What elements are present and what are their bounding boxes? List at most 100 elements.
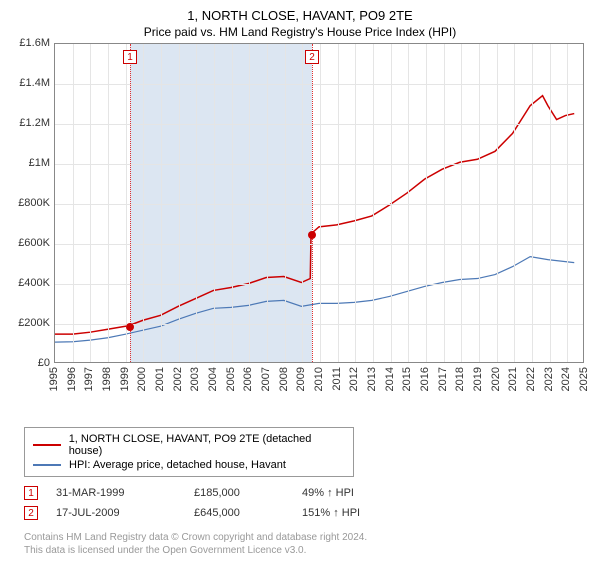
legend-label: HPI: Average price, detached house, Hava…	[69, 459, 286, 471]
reference-line	[312, 44, 313, 362]
x-tick-label: 1995	[48, 367, 60, 391]
gridline-vertical	[179, 44, 180, 362]
x-tick-label: 2015	[401, 367, 413, 391]
gridline-vertical	[567, 44, 568, 362]
data-point-row: 2 17-JUL-2009 £645,000 151% ↑ HPI	[24, 503, 592, 523]
gridline-vertical	[196, 44, 197, 362]
data-points-table: 131-MAR-1999£185,00049% ↑ HPI217-JUL-200…	[24, 483, 592, 523]
data-point-pct: 49% ↑ HPI	[302, 487, 402, 499]
x-tick-label: 2020	[490, 367, 502, 391]
gridline-vertical	[232, 44, 233, 362]
x-tick-label: 2010	[313, 367, 325, 391]
gridline-vertical	[461, 44, 462, 362]
gridline-vertical	[497, 44, 498, 362]
x-axis-labels: 1995199619971998199920002001200220032004…	[54, 365, 584, 423]
y-tick-label: £600K	[18, 237, 50, 249]
data-point-pct: 151% ↑ HPI	[302, 507, 402, 519]
gridline-vertical	[143, 44, 144, 362]
gridline-vertical	[90, 44, 91, 362]
data-point-date: 17-JUL-2009	[56, 507, 176, 519]
data-point-row: 131-MAR-1999£185,00049% ↑ HPI	[24, 483, 592, 503]
x-tick-label: 2007	[260, 367, 272, 391]
gridline-vertical	[320, 44, 321, 362]
gridline-vertical	[73, 44, 74, 362]
x-tick-label: 2016	[419, 367, 431, 391]
x-tick-label: 2003	[189, 367, 201, 391]
x-tick-label: 2008	[278, 367, 290, 391]
x-tick-label: 2005	[225, 367, 237, 391]
x-tick-label: 2022	[525, 367, 537, 391]
chart-subtitle: Price paid vs. HM Land Registry's House …	[8, 25, 592, 39]
legend-swatch	[33, 444, 61, 446]
gridline-horizontal	[55, 164, 583, 165]
x-tick-label: 2000	[136, 367, 148, 391]
reference-badge: 1	[123, 50, 137, 64]
gridline-vertical	[338, 44, 339, 362]
y-tick-label: £1M	[29, 157, 50, 169]
gridline-horizontal	[55, 204, 583, 205]
gridline-vertical	[391, 44, 392, 362]
gridline-vertical	[532, 44, 533, 362]
legend-row: 1, NORTH CLOSE, HAVANT, PO9 2TE (detache…	[33, 432, 345, 458]
x-tick-label: 2025	[578, 367, 590, 391]
x-tick-label: 2017	[437, 367, 449, 391]
y-axis-labels: £0£200K£400K£600K£800K£1M£1.2M£1.4M£1.6M	[8, 43, 54, 363]
reference-line	[130, 44, 131, 362]
x-tick-label: 2001	[154, 367, 166, 391]
x-tick-label: 1999	[119, 367, 131, 391]
footer-line1: Contains HM Land Registry data © Crown c…	[24, 531, 592, 544]
gridline-vertical	[373, 44, 374, 362]
gridline-horizontal	[55, 244, 583, 245]
x-tick-label: 2009	[295, 367, 307, 391]
reference-badge: 2	[305, 50, 319, 64]
gridline-vertical	[126, 44, 127, 362]
line-layer	[55, 44, 583, 362]
legend-box: 1, NORTH CLOSE, HAVANT, PO9 2TE (detache…	[24, 427, 354, 477]
data-point-price: £645,000	[194, 507, 284, 519]
y-tick-label: £400K	[18, 277, 50, 289]
y-tick-label: £200K	[18, 317, 50, 329]
gridline-vertical	[249, 44, 250, 362]
data-point-badge: 1	[24, 486, 38, 500]
x-tick-label: 1998	[101, 367, 113, 391]
x-tick-label: 2013	[366, 367, 378, 391]
x-tick-label: 2023	[543, 367, 555, 391]
x-tick-label: 1996	[66, 367, 78, 391]
plot-region: 12	[54, 43, 584, 363]
gridline-vertical	[479, 44, 480, 362]
y-tick-label: £1.2M	[19, 117, 50, 129]
footer-attribution: Contains HM Land Registry data © Crown c…	[24, 531, 592, 557]
gridline-horizontal	[55, 84, 583, 85]
gridline-horizontal	[55, 124, 583, 125]
gridline-vertical	[426, 44, 427, 362]
gridline-vertical	[302, 44, 303, 362]
data-point-badge: 2	[24, 506, 38, 520]
x-tick-label: 1997	[83, 367, 95, 391]
x-tick-label: 2002	[172, 367, 184, 391]
x-tick-label: 2014	[384, 367, 396, 391]
chart-area: £0£200K£400K£600K£800K£1M£1.2M£1.4M£1.6M…	[8, 43, 592, 423]
x-tick-label: 2012	[348, 367, 360, 391]
x-tick-label: 2011	[331, 367, 343, 391]
gridline-vertical	[444, 44, 445, 362]
x-tick-label: 2024	[560, 367, 572, 391]
x-tick-label: 2004	[207, 367, 219, 391]
footer-line2: This data is licensed under the Open Gov…	[24, 544, 592, 557]
gridline-vertical	[355, 44, 356, 362]
sale-marker	[308, 231, 316, 239]
legend-swatch	[33, 464, 61, 466]
chart-title: 1, NORTH CLOSE, HAVANT, PO9 2TE	[8, 8, 592, 23]
legend-label: 1, NORTH CLOSE, HAVANT, PO9 2TE (detache…	[69, 433, 345, 457]
y-tick-label: £1.4M	[19, 77, 50, 89]
gridline-vertical	[267, 44, 268, 362]
x-tick-label: 2006	[242, 367, 254, 391]
sale-marker	[126, 323, 134, 331]
y-tick-label: £1.6M	[19, 37, 50, 49]
legend-row: HPI: Average price, detached house, Hava…	[33, 458, 345, 472]
gridline-vertical	[514, 44, 515, 362]
gridline-horizontal	[55, 324, 583, 325]
x-tick-label: 2019	[472, 367, 484, 391]
gridline-vertical	[108, 44, 109, 362]
gridline-vertical	[550, 44, 551, 362]
data-point-price: £185,000	[194, 487, 284, 499]
